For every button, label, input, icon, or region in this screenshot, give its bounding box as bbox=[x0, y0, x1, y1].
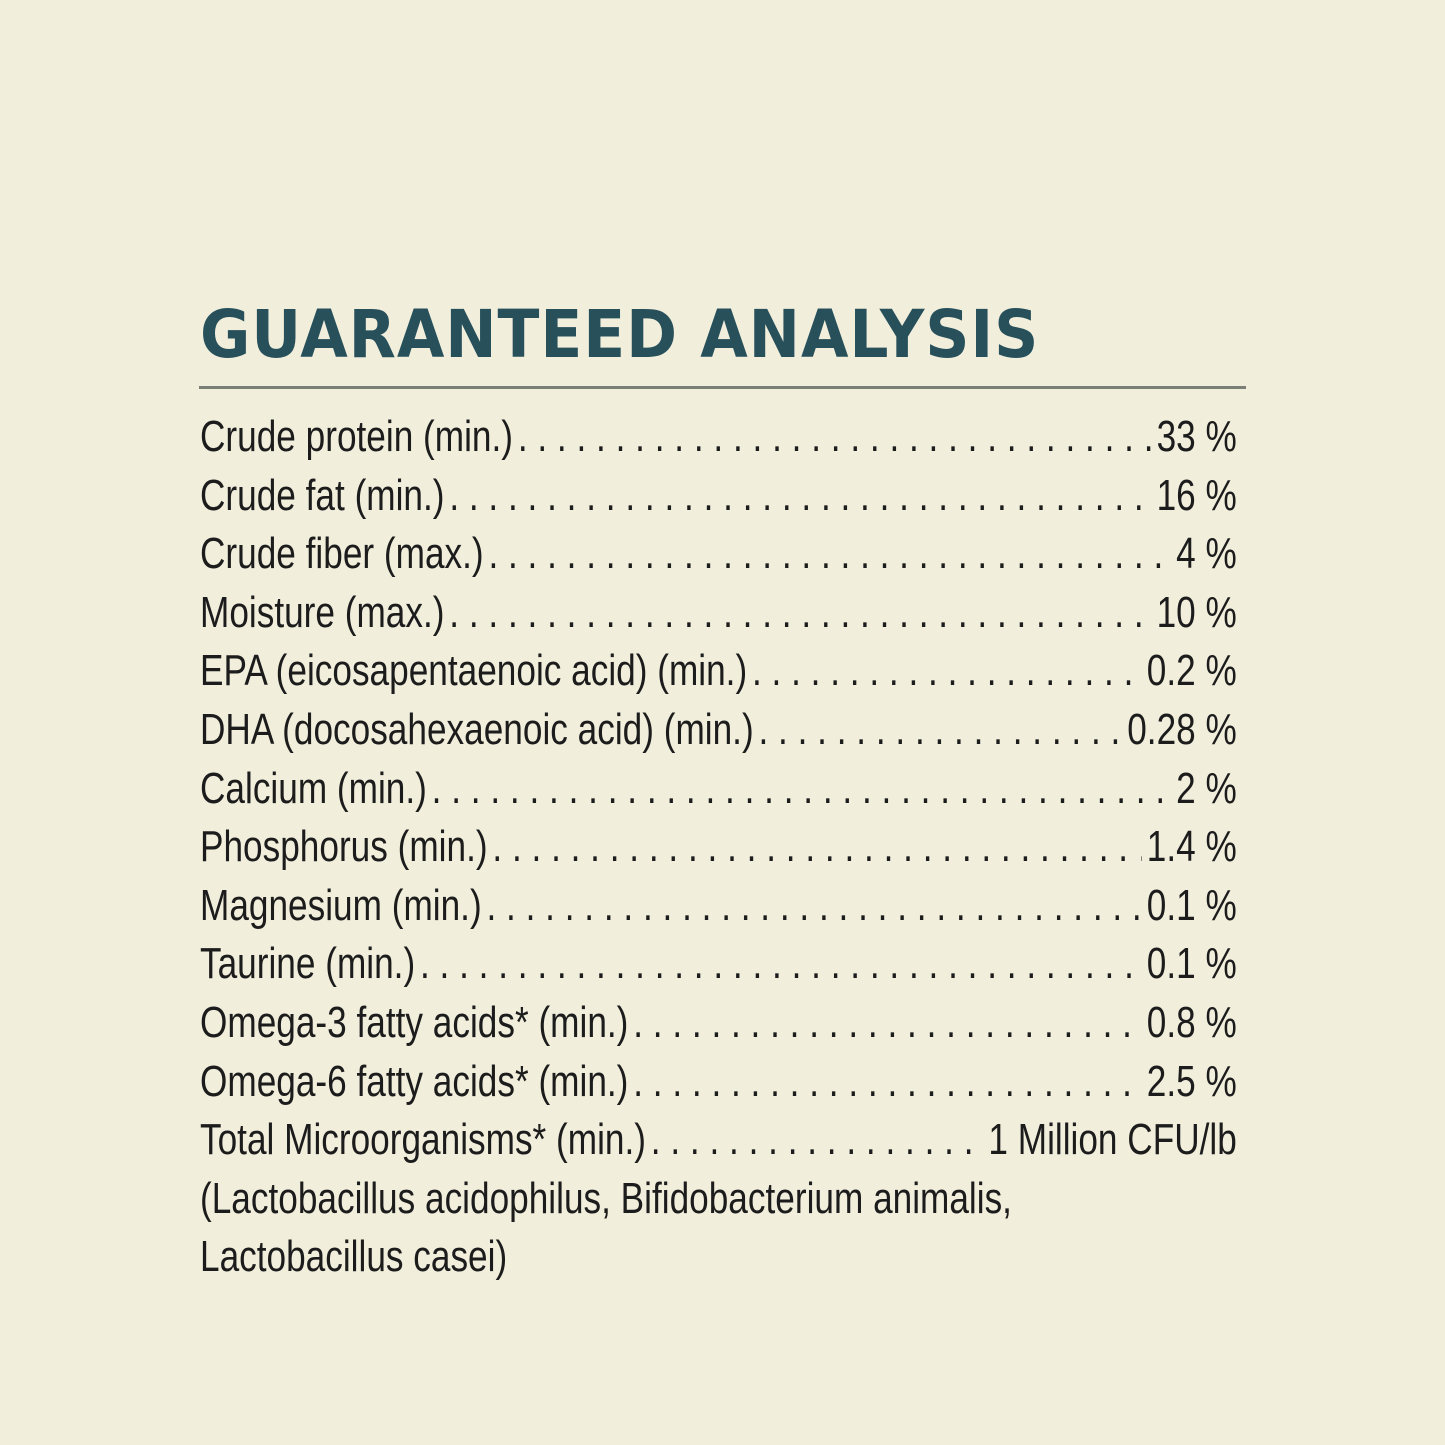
row-label: EPA (eicosapentaenoic acid) (min.) bbox=[200, 646, 748, 696]
analysis-row-dha: DHA (docosahexaenoic acid) (min.) 0.28 % bbox=[200, 701, 1237, 760]
row-label: Moisture (max.) bbox=[200, 587, 445, 637]
analysis-row-moisture: Moisture (max.) 10 % bbox=[200, 584, 1237, 643]
analysis-row-omega-6: Omega-6 fatty acids* (min.) 2.5 % bbox=[200, 1053, 1237, 1112]
dot-leader bbox=[752, 642, 1142, 701]
row-value: 10 % bbox=[1156, 587, 1237, 637]
dot-leader bbox=[449, 584, 1151, 643]
analysis-row-omega-3: Omega-3 fatty acids* (min.) 0.8 % bbox=[200, 994, 1237, 1053]
analysis-row-epa: EPA (eicosapentaenoic acid) (min.) 0.2 % bbox=[200, 642, 1237, 701]
row-value: 0.2 % bbox=[1146, 646, 1237, 696]
row-value: 1 Million CFU/lb bbox=[988, 1115, 1237, 1165]
row-value: 0.1 % bbox=[1146, 939, 1237, 989]
analysis-row-microorganisms: Total Microorganisms* (min.) 1 Million CF… bbox=[200, 1111, 1237, 1170]
row-label: Crude fat (min.) bbox=[200, 470, 445, 520]
dot-leader bbox=[449, 467, 1151, 526]
dot-leader bbox=[518, 408, 1152, 467]
analysis-row-phosphorus: Phosphorus (min.) 1.4 % bbox=[200, 818, 1237, 877]
row-label: Crude protein (min.) bbox=[200, 412, 514, 461]
row-value: 0.8 % bbox=[1146, 997, 1237, 1047]
row-label: Total Microorganisms* (min.) bbox=[200, 1115, 646, 1165]
dot-leader bbox=[486, 877, 1142, 936]
row-value: 0.1 % bbox=[1146, 880, 1237, 930]
analysis-row-crude-protein: Crude protein (min.) 33 % bbox=[200, 408, 1237, 467]
title-divider bbox=[199, 386, 1246, 389]
dot-leader bbox=[633, 994, 1142, 1053]
dot-leader bbox=[420, 935, 1142, 994]
row-label: Omega-3 fatty acids* (min.) bbox=[200, 997, 629, 1047]
analysis-row-taurine: Taurine (min.) 0.1 % bbox=[200, 935, 1237, 994]
row-value: 1.4 % bbox=[1146, 822, 1237, 872]
row-value: 4 % bbox=[1176, 529, 1237, 579]
dot-leader bbox=[492, 818, 1142, 877]
row-label: DHA (docosahexaenoic acid) (min.) bbox=[200, 704, 754, 754]
dot-leader bbox=[633, 1053, 1142, 1112]
row-label: Calcium (min.) bbox=[200, 763, 427, 813]
row-value: 0.28 % bbox=[1127, 704, 1237, 754]
analysis-row-crude-fiber: Crude fiber (max.) 4 % bbox=[200, 525, 1237, 584]
microorganism-note-line: (Lactobacillus acidophilus, Bifidobacter… bbox=[200, 1173, 1012, 1223]
analysis-row-magnesium: Magnesium (min.) 0.1 % bbox=[200, 877, 1237, 936]
dot-leader bbox=[758, 701, 1122, 760]
row-value: 2.5 % bbox=[1146, 1056, 1237, 1106]
row-label: Taurine (min.) bbox=[200, 939, 416, 989]
dot-leader bbox=[651, 1111, 984, 1170]
dot-leader bbox=[488, 525, 1171, 584]
analysis-list: Crude protein (min.) 33 % Crude fat (min.… bbox=[200, 408, 1237, 1287]
row-value: 33 % bbox=[1156, 412, 1237, 461]
microorganism-note-line: Lactobacillus casei) bbox=[200, 1232, 508, 1282]
dot-leader bbox=[432, 760, 1172, 819]
row-label: Magnesium (min.) bbox=[200, 880, 482, 930]
page-title: GUARANTEED ANALYSIS bbox=[200, 296, 1040, 373]
analysis-row-calcium: Calcium (min.) 2 % bbox=[200, 760, 1237, 819]
row-value: 2 % bbox=[1176, 763, 1237, 813]
row-label: Phosphorus (min.) bbox=[200, 822, 488, 872]
row-label: Crude fiber (max.) bbox=[200, 529, 484, 579]
row-value: 16 % bbox=[1156, 470, 1237, 520]
row-label: Omega-6 fatty acids* (min.) bbox=[200, 1056, 629, 1106]
analysis-row-crude-fat: Crude fat (min.) 16 % bbox=[200, 467, 1237, 526]
